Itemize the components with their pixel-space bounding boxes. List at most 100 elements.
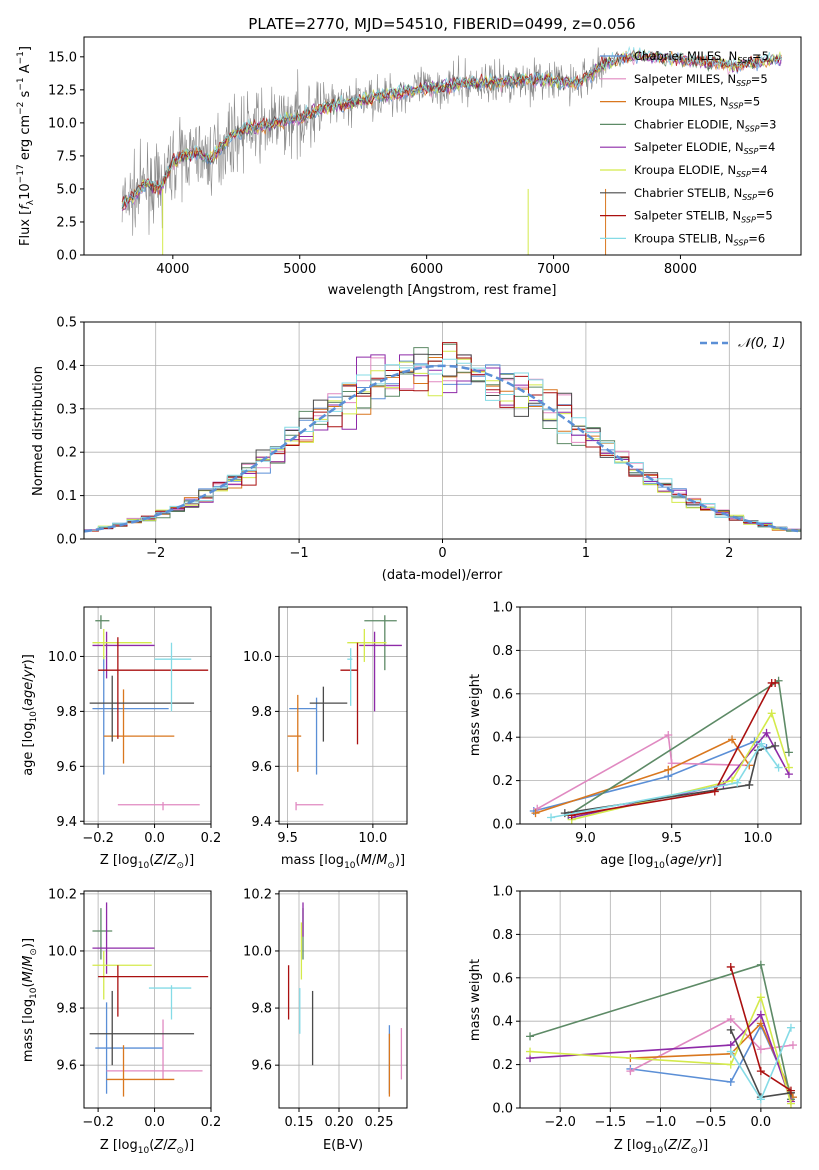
weight-line-salpeter_elodie xyxy=(571,731,790,819)
tick-label-y: 10.0 xyxy=(243,944,272,959)
tick-label-x: 1 xyxy=(582,546,590,561)
tick-label-x: −0.2 xyxy=(82,1115,114,1130)
tick-label-x: 9.5 xyxy=(277,831,298,846)
weight-marker-chabrier_elodie xyxy=(784,748,793,757)
tick-label-y: 0.1 xyxy=(56,489,77,504)
tick-label-x: 0.2 xyxy=(201,1115,222,1130)
weight-marker-chabrier_miles xyxy=(726,1077,735,1086)
tick-label-x: 5000 xyxy=(283,262,316,277)
spectrum-ylabel: Flux [fλ10−17 erg cm−2 s−1 A−1] xyxy=(16,46,36,246)
residual-ylabel: Normed distribution xyxy=(31,366,46,496)
weight-marker-salpeter_elodie xyxy=(762,728,771,737)
mass-vs-ebv-xlabel: E(B-V) xyxy=(323,1138,363,1153)
legend-label-salpeter_miles: Salpeter MILES, NSSP=5 xyxy=(634,72,768,88)
weight-line-kroupa_miles xyxy=(535,738,750,814)
weight-vs-age-xlabel: age [log10(age/yr)] xyxy=(600,853,722,871)
tick-label-x: 9.5 xyxy=(661,831,682,846)
weight-marker-kroupa_elodie xyxy=(726,1060,735,1069)
mass-vs-ebv-panel: 0.15 0.20 0.25 9.6 9.8 10.0 10.2 E(B-V) xyxy=(243,887,408,1153)
tick-label-x: −1.5 xyxy=(595,1115,627,1130)
tick-label-y: 0.0 xyxy=(492,1102,513,1117)
weight-marker-chabrier_stelib xyxy=(560,809,569,818)
spectrum-xlabel: wavelength [Angstrom, rest frame] xyxy=(328,283,557,298)
weight-marker-salpeter_elodie xyxy=(756,1010,765,1019)
weight-marker-chabrier_elodie xyxy=(756,960,765,969)
weight-marker-salpeter_miles xyxy=(664,731,673,740)
weight-marker-salpeter_stelib xyxy=(756,1067,765,1076)
weight-marker-salpeter_miles xyxy=(667,759,676,768)
weight-marker-kroupa_miles xyxy=(664,765,673,774)
age-vs-mass-panel: 9.5 10.0 9.4 9.6 9.8 10.0 mass [log10(M/M⊙)] xyxy=(243,606,408,871)
tick-label-y: 2.5 xyxy=(56,215,77,230)
tick-label-y: 0.6 xyxy=(492,687,513,702)
tick-label-x: −2.0 xyxy=(544,1115,576,1130)
weight-marker-kroupa_elodie xyxy=(526,1047,535,1056)
weight-vs-Z-ylabel: mass weight xyxy=(468,959,483,1041)
tick-label-y: 0.3 xyxy=(56,402,77,417)
tick-label-x: −0.2 xyxy=(82,831,114,846)
tick-label-x: 4000 xyxy=(156,262,189,277)
weight-marker-kroupa_miles xyxy=(728,735,737,744)
spectrum-title: PLATE=2770, MJD=54510, FIBERID=0499, z=0… xyxy=(248,15,635,33)
residual-legend: 𝒩(0, 1) xyxy=(700,336,785,351)
tick-label-y: 0.5 xyxy=(56,316,77,331)
legend-label-salpeter_elodie: Salpeter ELODIE, NSSP=4 xyxy=(634,140,775,156)
weight-vs-age-panel: 9.0 9.5 10.0 0.0 0.2 0.4 0.6 0.8 1.0 age [log10(… xyxy=(468,601,802,871)
tick-label-y: 0.2 xyxy=(56,446,77,461)
age-vs-mass-xlabel: mass [log10(M/M⊙)] xyxy=(281,853,405,871)
weight-marker-kroupa_stelib xyxy=(547,813,556,822)
tick-label-x: 0.0 xyxy=(144,1115,165,1130)
tick-label-y: 15.0 xyxy=(48,50,77,65)
age-vs-Z-ylabel: age [log10(age/yr)] xyxy=(21,654,39,776)
tick-label-y: 10.0 xyxy=(243,650,272,665)
weight-marker-salpeter_stelib xyxy=(567,811,576,820)
weight-marker-kroupa_stelib xyxy=(726,1047,735,1056)
tick-label-y: 10.2 xyxy=(243,887,272,902)
weight-line-kroupa_elodie xyxy=(529,994,792,1104)
tick-label-y: 9.8 xyxy=(56,1002,77,1017)
tick-label-y: 9.6 xyxy=(56,760,77,775)
tick-label-y: 0.4 xyxy=(56,359,77,374)
weight-marker-salpeter_miles xyxy=(533,804,542,813)
age-vs-Z-xlabel: Z [log10(Z/Z⊙)] xyxy=(100,853,194,871)
tick-label-y: 0.4 xyxy=(492,731,513,746)
residual-panel: −2 −1 0 1 2 0.0 0.1 0.2 0.3 0.4 0.5 𝒩(0, 1) (data-… xyxy=(31,316,802,583)
mass-vs-metallicity-panel: −0.2 0.0 0.2 9.6 9.8 10.0 10.2 Z [log10(Z/Z⊙)]… xyxy=(21,887,221,1156)
tick-label-x: 0.25 xyxy=(365,1115,394,1130)
legend-label-salpeter_stelib: Salpeter STELIB, NSSP=5 xyxy=(634,209,773,225)
weight-marker-chabrier_stelib xyxy=(726,1025,735,1034)
legend-label-kroupa_miles: Kroupa MILES, NSSP=5 xyxy=(634,95,760,111)
weight-marker-salpeter_miles xyxy=(626,1067,635,1076)
weight-marker-salpeter_stelib xyxy=(710,787,719,796)
tick-label-x: 0.2 xyxy=(201,831,222,846)
weight-marker-salpeter_stelib xyxy=(771,678,780,687)
weight-vs-age-ylabel: mass weight xyxy=(468,674,483,756)
weight-marker-kroupa_miles xyxy=(531,809,540,818)
tick-label-x: 10.0 xyxy=(743,831,772,846)
mass-vs-Z-xlabel: Z [log10(Z/Z⊙)] xyxy=(100,1138,194,1156)
tick-label-x: −1 xyxy=(290,546,309,561)
tick-label-y: 10.0 xyxy=(48,116,77,131)
weight-marker-kroupa_elodie xyxy=(786,1099,795,1108)
tick-label-y: 10.2 xyxy=(48,887,77,902)
tick-label-y: 9.8 xyxy=(56,705,77,720)
tick-label-y: 10.0 xyxy=(48,650,77,665)
tick-label-y: 0.8 xyxy=(492,644,513,659)
weight-marker-salpeter_stelib xyxy=(786,1086,795,1095)
weight-marker-salpeter_stelib xyxy=(726,962,735,971)
weight-marker-kroupa_stelib xyxy=(757,739,766,748)
weight-vs-metallicity-panel: −2.0 −1.5 −1.0 −0.5 0.0 0.0 0.2 0.4 0.6 0.8 1.0 Z … xyxy=(468,885,802,1156)
spectrum-curves xyxy=(121,45,782,255)
tick-label-x: −1.0 xyxy=(645,1115,677,1130)
tick-label-y: 9.8 xyxy=(251,705,272,720)
tick-label-x: 0.20 xyxy=(325,1115,354,1130)
tick-label-y: 12.5 xyxy=(48,83,77,98)
weight-line-kroupa_stelib xyxy=(550,742,780,819)
tick-label-x: 7000 xyxy=(537,262,570,277)
weight-line-salpeter_miles xyxy=(536,733,750,810)
tick-label-x: 8000 xyxy=(664,262,697,277)
tick-label-x: 9.0 xyxy=(575,831,596,846)
spectrum-panel: PLATE=2770, MJD=54510, FIBERID=0499, z=0… xyxy=(16,15,802,298)
weight-marker-kroupa_stelib xyxy=(756,1095,765,1104)
